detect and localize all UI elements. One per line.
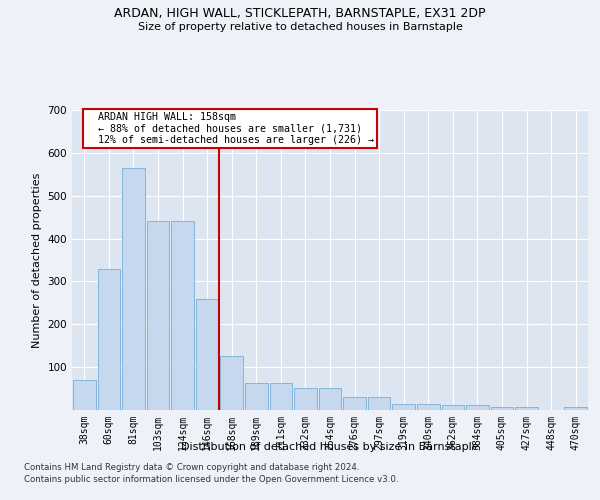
Bar — [171, 222, 194, 410]
Bar — [442, 405, 464, 410]
Bar — [368, 397, 391, 410]
Text: Distribution of detached houses by size in Barnstaple: Distribution of detached houses by size … — [181, 442, 479, 452]
Bar — [146, 222, 169, 410]
Bar — [269, 384, 292, 410]
Bar — [98, 268, 120, 410]
Bar — [417, 404, 440, 410]
Y-axis label: Number of detached properties: Number of detached properties — [32, 172, 42, 348]
Bar — [294, 388, 317, 410]
Text: ARDAN, HIGH WALL, STICKLEPATH, BARNSTAPLE, EX31 2DP: ARDAN, HIGH WALL, STICKLEPATH, BARNSTAPL… — [114, 8, 486, 20]
Text: Contains public sector information licensed under the Open Government Licence v3: Contains public sector information licen… — [24, 475, 398, 484]
Bar — [466, 405, 489, 410]
Text: Contains HM Land Registry data © Crown copyright and database right 2024.: Contains HM Land Registry data © Crown c… — [24, 464, 359, 472]
Bar — [319, 388, 341, 410]
Bar — [515, 408, 538, 410]
Bar — [196, 300, 218, 410]
Bar — [343, 397, 366, 410]
Bar — [491, 408, 514, 410]
Bar — [565, 408, 587, 410]
Text: Size of property relative to detached houses in Barnstaple: Size of property relative to detached ho… — [137, 22, 463, 32]
Text: ARDAN HIGH WALL: 158sqm
  ← 88% of detached houses are smaller (1,731)
  12% of : ARDAN HIGH WALL: 158sqm ← 88% of detache… — [86, 112, 374, 146]
Bar — [392, 404, 415, 410]
Bar — [245, 384, 268, 410]
Bar — [122, 168, 145, 410]
Bar — [220, 356, 243, 410]
Bar — [73, 380, 95, 410]
